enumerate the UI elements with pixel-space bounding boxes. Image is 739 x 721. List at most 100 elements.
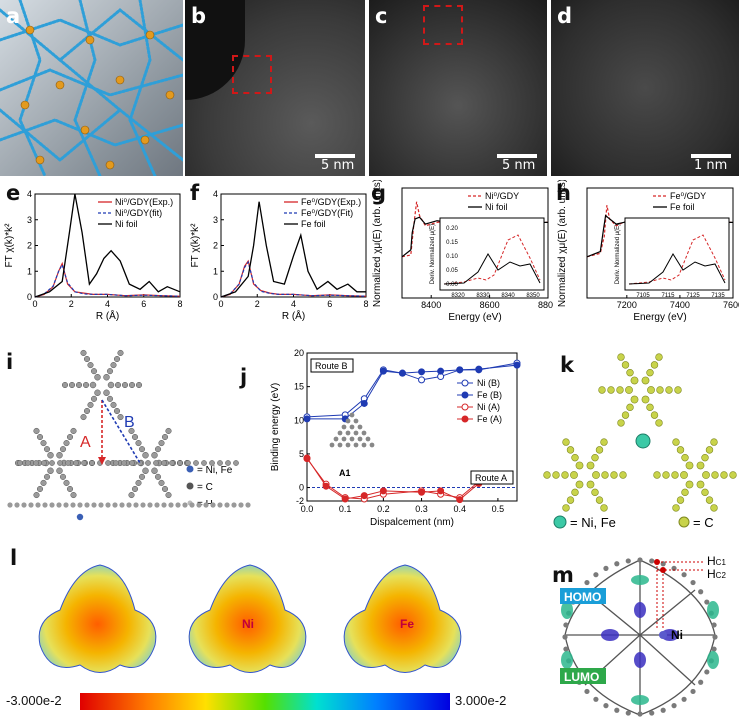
carbon-atom: [655, 353, 663, 361]
carbon-atom: [142, 467, 149, 475]
inset-atom: [357, 424, 363, 430]
carbon-atom: [696, 480, 705, 489]
carbon-atom: [656, 386, 664, 394]
esp-map-gdy: [38, 564, 157, 673]
carbon-atom: [619, 471, 627, 479]
legend-entry: Fe foil: [301, 219, 326, 229]
carbon-atom: [563, 622, 569, 628]
carbon-atom: [672, 438, 680, 446]
carbon-atom: [182, 502, 188, 508]
data-point: [360, 492, 368, 500]
carbon-atom: [701, 488, 709, 497]
carbon-atom: [655, 419, 663, 427]
inset-tick-label: 7105: [636, 293, 650, 299]
carbon-atom: [40, 479, 47, 486]
carbon-atom: [201, 460, 207, 466]
series-line-1: [307, 364, 518, 420]
carbon-atom: [158, 440, 165, 447]
carbon-atom: [616, 386, 624, 394]
plot-frame: [586, 187, 734, 299]
carbon-atom: [562, 504, 570, 512]
panel-l-esp-maps: Ni Fe: [38, 564, 462, 673]
carbon-atom: [89, 381, 97, 389]
carbon-atom: [63, 440, 70, 447]
x-axis-label: R (Å): [96, 309, 119, 322]
carbon-atom: [66, 433, 74, 441]
carbon-atom: [711, 622, 717, 628]
carbon-atom: [626, 368, 634, 377]
carbon-atom: [68, 381, 76, 389]
carbon-atom: [84, 502, 90, 508]
carbon-atom: [685, 461, 694, 470]
inset-atom: [353, 418, 359, 424]
carbon-atom: [593, 572, 599, 578]
carbon-atom: [603, 703, 609, 709]
carbon-atom: [600, 438, 608, 446]
carbon-atom: [660, 707, 666, 713]
carbon-atom: [135, 479, 142, 486]
carbon-atom: [128, 381, 136, 389]
y-tick-label: -2: [296, 496, 304, 506]
data-point: [456, 496, 464, 504]
data-point: [379, 487, 387, 495]
inset-y-label: Deriv. Normalized μ(E): [615, 224, 621, 284]
carbon-atom: [133, 502, 139, 508]
legend-entry: Fe⁰/GDY(Exp.): [301, 197, 361, 207]
x-tick-label: 8: [177, 299, 182, 309]
y-tick-label: 0: [27, 292, 32, 302]
carbon-atom: [65, 460, 71, 466]
carbon-atom: [641, 395, 650, 404]
carbon-atom: [63, 502, 69, 508]
carbon-atom: [70, 502, 76, 508]
carbon-atom: [80, 413, 87, 421]
data-point: [398, 369, 406, 377]
inset-frame: [624, 217, 730, 291]
carbon-atom: [571, 488, 579, 497]
carbon-atom: [83, 407, 91, 415]
panel-label-m: m: [552, 563, 574, 587]
legend-entry: Ni⁰/GDY: [485, 191, 519, 201]
carbon-atom: [711, 646, 717, 652]
legend-entry: Ni⁰/GDY(Exp.): [115, 197, 173, 207]
x-tick-label: 8600: [480, 300, 500, 310]
carbon-atom: [82, 381, 90, 389]
y-tick-label: 4: [213, 189, 218, 199]
chart-g: 8400 8600 8800 Energy (eV) Normalized χμ(E) …: [372, 180, 553, 323]
legend-entry: Fe (A): [477, 414, 502, 424]
carbon-atom: [42, 502, 48, 508]
carbon-atom: [674, 386, 682, 394]
scale-bar: [691, 154, 731, 158]
x-tick-label: 7600: [723, 300, 739, 310]
carbon-atom: [36, 485, 44, 493]
x-tick-label: 6: [141, 299, 146, 309]
x-tick-label: 7200: [617, 300, 637, 310]
data-point: [418, 376, 426, 384]
carbon-atom: [614, 561, 620, 567]
scale-bar: [315, 154, 355, 158]
carbon-atom: [561, 471, 569, 479]
carbon-atom: [168, 502, 174, 508]
inset-atom: [357, 436, 363, 442]
carbon-atom: [647, 386, 655, 394]
series-line-2: [34, 193, 181, 298]
carbon-atom: [225, 460, 231, 466]
carbon-atom: [135, 381, 143, 389]
inset-tick-label: 8330: [476, 293, 490, 299]
carbon-atom: [153, 460, 159, 466]
y-axis-label: Normalized χμ(E) (arb. units): [372, 180, 383, 307]
inset-series-foil: [628, 253, 726, 285]
scale-max-label: 3.000e-2: [455, 693, 507, 708]
y-axis-label: FT χ(k)*k²: [190, 223, 201, 268]
carbon-atom: [681, 572, 687, 578]
carbon-atom: [135, 440, 142, 447]
carbon-atom: [59, 446, 67, 453]
carbon-atom: [586, 480, 595, 489]
chart-j: 20 15 10 5 0 -20.0 0.1 0.2 0.3 0.4 0.5 Dispalcement…: [270, 348, 521, 528]
carbon-atom: [217, 502, 223, 508]
carbon-atom: [701, 453, 709, 462]
series-line-1: [220, 260, 367, 298]
carbon-atom: [646, 403, 654, 412]
carbon-atom: [621, 411, 630, 419]
data-point: [341, 495, 349, 503]
y-tick-label: 0: [213, 292, 218, 302]
